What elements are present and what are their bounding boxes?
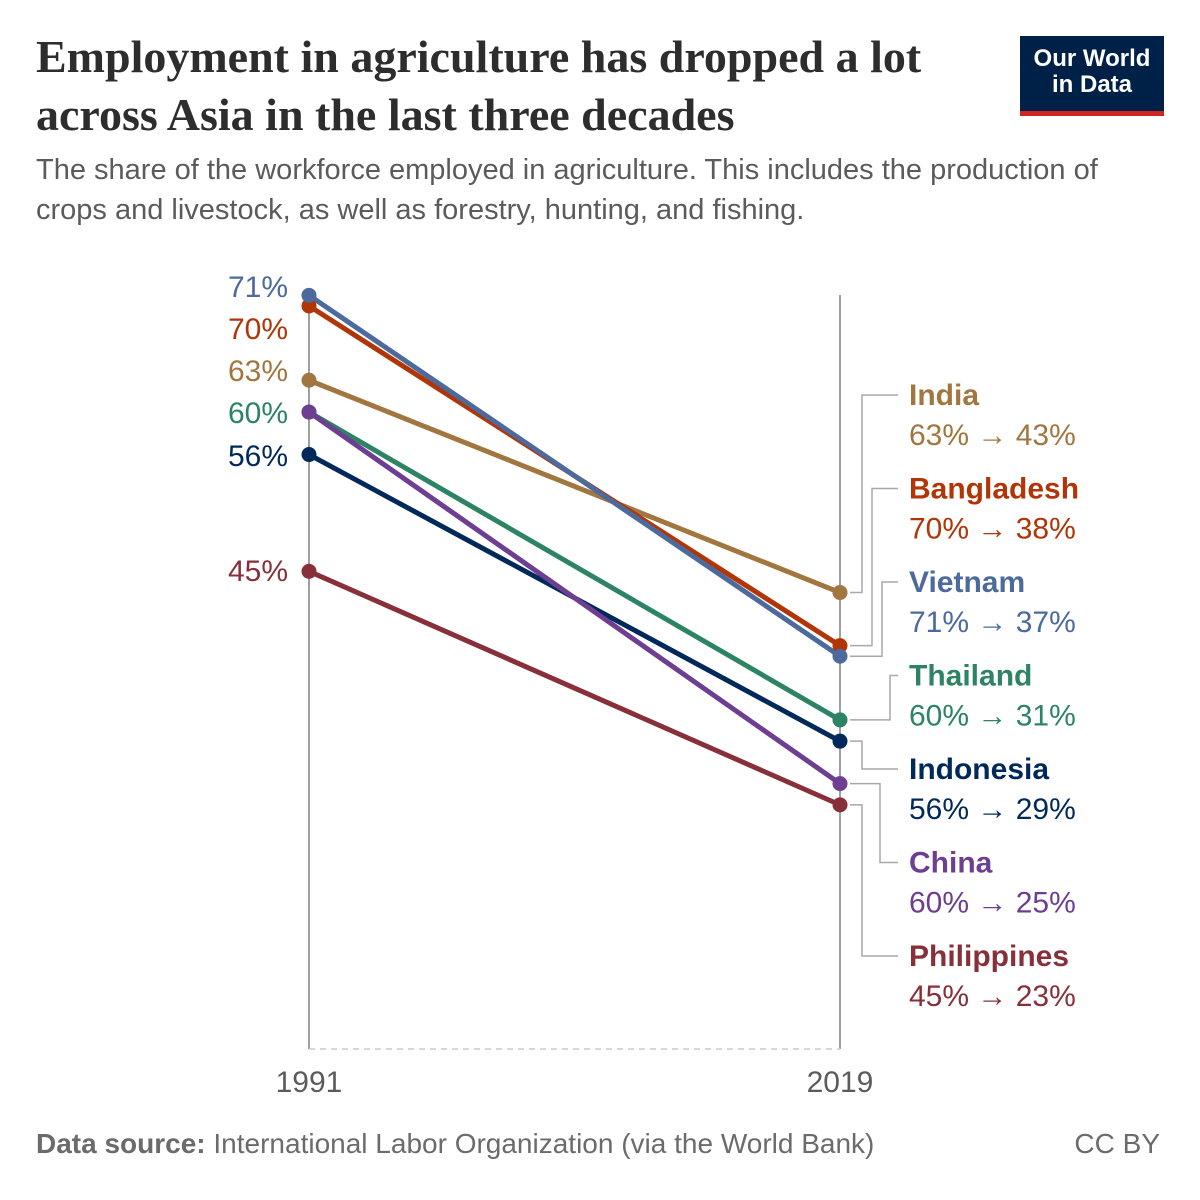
chart-subtitle: The share of the workforce employed in a… — [36, 154, 1098, 226]
start-value-label-thailand: 60% — [228, 397, 288, 430]
marker-1991-indonesia — [301, 447, 317, 463]
series-name-label-indonesia: Indonesia — [909, 753, 1049, 786]
chart-header: Employment in agriculture has dropped a … — [36, 28, 1176, 230]
marker-2019-china — [832, 776, 848, 792]
series-value-label-india: 63% → 43% — [909, 419, 1076, 452]
label-connector-bangladesh — [850, 487, 898, 647]
marker-2019-philippines — [832, 797, 848, 813]
start-value-label-indonesia: 56% — [228, 440, 288, 473]
marker-2019-vietnam — [832, 648, 848, 664]
marker-1991-philippines — [301, 563, 317, 579]
label-connector-indonesia — [850, 740, 898, 770]
label-connector-thailand — [850, 674, 898, 721]
x-tick-label: 2019 — [807, 1066, 874, 1099]
marker-2019-india — [832, 585, 848, 601]
start-value-label-bangladesh: 70% — [228, 313, 288, 346]
series-value-label-vietnam: 71% → 37% — [909, 606, 1076, 639]
series-name-label-india: India — [909, 379, 979, 412]
marker-1991-vietnam — [301, 287, 317, 303]
marker-2019-bangladesh — [832, 638, 848, 654]
marker-2019-thailand — [832, 712, 848, 728]
series-line-vietnam — [306, 292, 843, 659]
marker-1991-china — [301, 404, 317, 420]
series-line-thailand — [306, 409, 843, 723]
start-value-label-india: 63% — [228, 355, 288, 388]
owid-logo[interactable]: Our World in Data — [1020, 36, 1164, 116]
series-value-label-bangladesh: 70% → 38% — [909, 513, 1076, 546]
series-line-india — [306, 377, 843, 596]
marker-2019-indonesia — [832, 733, 848, 749]
series-value-label-china: 60% → 25% — [909, 887, 1076, 920]
series-name-label-philippines: Philippines — [909, 940, 1069, 973]
marker-1991-india — [301, 372, 317, 388]
series-name-label-china: China — [909, 847, 993, 880]
series-value-label-thailand: 60% → 31% — [909, 700, 1076, 733]
series-name-label-vietnam: Vietnam — [909, 566, 1025, 599]
data-source: Data source: International Labor Organiz… — [36, 1128, 874, 1160]
series-line-china — [306, 409, 843, 787]
x-tick-label: 1991 — [276, 1066, 343, 1099]
license[interactable]: CC BY — [1074, 1128, 1160, 1159]
label-connector-philippines — [850, 804, 898, 957]
source-label: Data source: — [36, 1128, 206, 1159]
label-connector-vietnam — [850, 581, 898, 657]
logo-line-1: Our World — [1033, 45, 1151, 72]
marker-1991-bangladesh — [301, 298, 317, 314]
series-value-label-philippines: 45% → 23% — [909, 980, 1076, 1013]
series-line-philippines — [306, 568, 843, 808]
chart-title: Employment in agriculture has dropped a … — [36, 31, 922, 140]
start-value-label-philippines: 45% — [228, 555, 288, 588]
series-value-label-indonesia: 56% → 29% — [909, 793, 1076, 826]
start-value-label-vietnam: 71% — [228, 271, 288, 304]
series-name-label-thailand: Thailand — [909, 660, 1032, 693]
label-connector-china — [850, 782, 898, 864]
label-connector-india — [850, 394, 898, 594]
logo-line-2: in Data — [1051, 71, 1132, 98]
source-text[interactable]: International Labor Organization (via th… — [213, 1128, 875, 1159]
series-name-label-bangladesh: Bangladesh — [909, 473, 1079, 506]
